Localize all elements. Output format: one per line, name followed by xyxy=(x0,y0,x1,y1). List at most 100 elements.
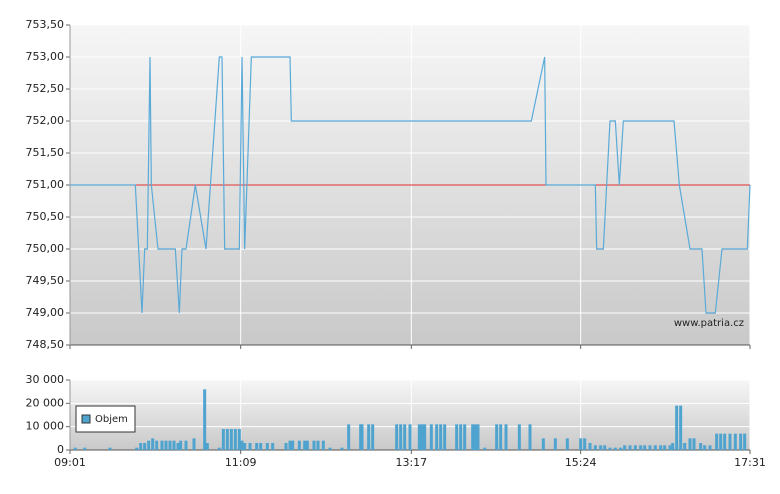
volume-bar xyxy=(603,445,607,450)
volume-bar xyxy=(593,445,597,450)
volume-bar xyxy=(583,438,587,450)
y-tick-label: 750,50 xyxy=(26,210,65,223)
volume-bar xyxy=(229,429,233,450)
volume-bar xyxy=(471,424,475,450)
volume-bar xyxy=(184,440,188,450)
volume-bar xyxy=(340,447,344,450)
y-tick-label: 10 000 xyxy=(26,420,65,433)
volume-bar xyxy=(653,445,657,450)
volume-bar xyxy=(420,424,424,450)
volume-bar xyxy=(435,424,439,450)
volume-bar xyxy=(423,424,427,450)
y-tick-label: 30 000 xyxy=(26,373,65,386)
volume-bar xyxy=(305,440,309,450)
volume-bar xyxy=(240,440,244,450)
volume-bar xyxy=(688,438,692,450)
volume-bar xyxy=(108,447,112,450)
y-tick-label: 752,00 xyxy=(26,114,65,127)
volume-bar xyxy=(743,433,747,450)
y-tick-label: 753,50 xyxy=(26,18,65,31)
volume-bar xyxy=(288,440,292,450)
volume-bar xyxy=(504,424,508,450)
volume-bar xyxy=(395,424,399,450)
volume-bar xyxy=(463,424,467,450)
volume-bar xyxy=(367,424,371,450)
volume-bar xyxy=(255,443,259,450)
volume-bar xyxy=(265,443,269,450)
volume-bar xyxy=(613,447,617,450)
volume-bar xyxy=(243,443,247,450)
volume-bar xyxy=(139,443,143,450)
volume-bar xyxy=(459,424,463,450)
legend-swatch xyxy=(81,414,91,424)
volume-bar xyxy=(455,424,459,450)
volume-bar xyxy=(715,433,719,450)
volume-bar xyxy=(225,429,229,450)
volume-bar xyxy=(360,424,364,450)
volume-bar xyxy=(668,445,672,450)
volume-bar xyxy=(663,445,667,450)
volume-bar xyxy=(259,443,263,450)
y-tick-label: 751,00 xyxy=(26,178,65,191)
volume-bar xyxy=(692,438,696,450)
x-tick-label: 13:17 xyxy=(395,456,427,469)
volume-bar xyxy=(203,389,207,450)
y-tick-label: 751,50 xyxy=(26,146,65,159)
volume-bar xyxy=(628,445,632,450)
x-tick-label: 15:24 xyxy=(565,456,597,469)
volume-bar xyxy=(553,438,557,450)
volume-bar xyxy=(495,424,499,450)
volume-bar xyxy=(347,424,351,450)
volume-bar xyxy=(297,440,301,450)
volume-bar xyxy=(639,445,643,450)
volume-bar xyxy=(408,424,412,450)
volume-bar xyxy=(476,424,480,450)
volume-bar xyxy=(205,443,209,450)
watermark: www.patria.cz xyxy=(674,318,744,329)
volume-bar xyxy=(648,445,652,450)
volume-bar xyxy=(371,424,375,450)
volume-bar xyxy=(73,447,77,450)
volume-bar xyxy=(439,424,443,450)
volume-bar xyxy=(403,424,407,450)
legend-label: Objem xyxy=(95,414,128,425)
volume-bar xyxy=(284,443,288,450)
volume-bar xyxy=(675,405,679,450)
volume-bar xyxy=(528,424,532,450)
volume-bar xyxy=(723,433,727,450)
volume-bar xyxy=(312,440,316,450)
volume-bar xyxy=(168,440,172,450)
volume-bar xyxy=(619,447,623,450)
volume-bar xyxy=(172,440,176,450)
volume-bar xyxy=(164,440,168,450)
volume-bar xyxy=(217,447,221,450)
volume-bar xyxy=(579,438,583,450)
volume-bar xyxy=(659,445,663,450)
y-tick-label: 752,50 xyxy=(26,82,65,95)
volume-bar xyxy=(135,447,139,450)
volume-bar xyxy=(671,443,675,450)
volume-bar xyxy=(429,424,433,450)
volume-bar xyxy=(155,440,159,450)
volume-bar xyxy=(303,440,307,450)
volume-bar xyxy=(703,445,707,450)
volume-bar xyxy=(643,445,647,450)
volume-bar xyxy=(291,440,295,450)
volume-bar xyxy=(728,433,732,450)
volume-bar xyxy=(633,445,637,450)
volume-bar xyxy=(683,443,687,450)
volume-bar xyxy=(623,445,627,450)
volume-bar xyxy=(321,440,325,450)
volume-bar xyxy=(160,440,164,450)
y-tick-label: 753,00 xyxy=(26,50,65,63)
volume-bar xyxy=(328,447,332,450)
volume-bar xyxy=(588,443,592,450)
volume-bar xyxy=(733,433,737,450)
volume-bar xyxy=(248,443,252,450)
volume-bar xyxy=(541,438,545,450)
x-tick-label: 17:31 xyxy=(734,456,766,469)
y-tick-label: 0 xyxy=(57,443,64,456)
volume-bar xyxy=(708,445,712,450)
volume-bar xyxy=(417,424,421,450)
volume-bar xyxy=(271,443,275,450)
